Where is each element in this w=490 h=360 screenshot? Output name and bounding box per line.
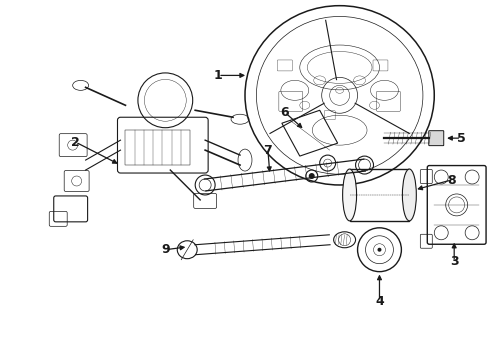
Text: 7: 7 bbox=[264, 144, 272, 157]
Ellipse shape bbox=[343, 169, 357, 221]
Ellipse shape bbox=[402, 169, 416, 221]
Text: 6: 6 bbox=[281, 106, 289, 119]
Text: 3: 3 bbox=[450, 255, 459, 268]
Text: 9: 9 bbox=[161, 243, 170, 256]
FancyBboxPatch shape bbox=[429, 131, 444, 146]
Bar bbox=[125, 130, 190, 165]
Text: 5: 5 bbox=[457, 132, 465, 145]
Text: 8: 8 bbox=[447, 174, 456, 186]
Text: 2: 2 bbox=[71, 136, 80, 149]
Text: 1: 1 bbox=[214, 69, 222, 82]
Text: 4: 4 bbox=[375, 295, 384, 308]
Circle shape bbox=[309, 173, 315, 179]
Bar bbox=[349, 169, 409, 221]
Circle shape bbox=[377, 248, 382, 252]
